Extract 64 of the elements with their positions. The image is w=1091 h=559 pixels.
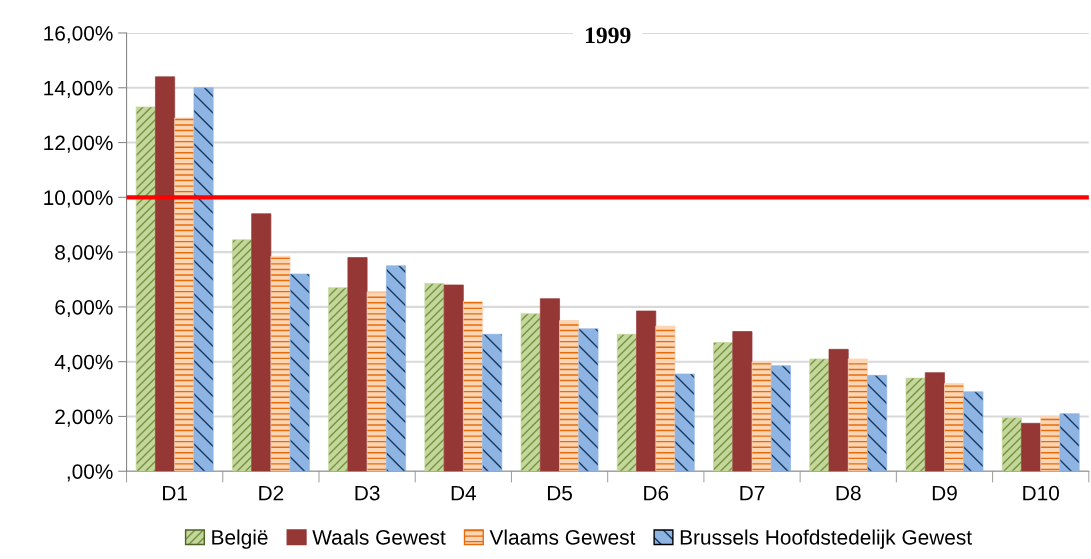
chart-title: 1999 [585, 27, 631, 44]
legend-label: België [212, 529, 268, 549]
x-tick-label: D7 [740, 485, 765, 501]
bar [328, 287, 349, 472]
bar [713, 342, 734, 472]
bar [809, 358, 830, 472]
x-tick-label: D4 [451, 485, 477, 501]
bar [232, 239, 252, 472]
bar [578, 328, 599, 472]
bar [1001, 417, 1022, 472]
bar [616, 333, 637, 472]
bar [135, 106, 156, 472]
y-tick-label: 14,00% [44, 80, 113, 98]
legend-label: Vlaams Gewest [489, 529, 636, 545]
y-tick-label: 2,00% [55, 409, 113, 427]
bar [1059, 413, 1080, 472]
bar [520, 313, 541, 472]
bar [751, 361, 772, 472]
bar [482, 333, 503, 472]
bar [1021, 422, 1042, 472]
y-tick-label: 10,00% [44, 190, 113, 208]
bar [155, 76, 176, 472]
bar [386, 265, 406, 472]
bar [867, 375, 888, 472]
bar [924, 372, 945, 472]
bar [251, 213, 272, 472]
bar [828, 349, 849, 472]
legend-label: Waals Gewest [312, 529, 446, 545]
x-tick-label: D2 [259, 485, 284, 501]
y-tick-label: 8,00% [55, 245, 113, 263]
bar [905, 377, 926, 472]
x-tick-label: D6 [644, 485, 669, 501]
x-tick-label: D8 [836, 485, 861, 501]
x-tick-label: D1 [163, 485, 187, 501]
y-tick-label: 16,00% [44, 25, 113, 44]
bar [559, 320, 580, 472]
bar [424, 283, 445, 472]
bar [366, 291, 387, 472]
y-tick-label: 12,00% [44, 135, 113, 153]
bar [1040, 416, 1061, 472]
bar [289, 273, 310, 472]
bar [539, 298, 560, 472]
bar [732, 331, 753, 472]
y-tick-label: ,00% [67, 464, 113, 482]
x-tick-label: D3 [355, 485, 380, 501]
x-tick-label: D9 [932, 485, 957, 501]
bar [636, 310, 657, 472]
x-tick-label: D10 [1023, 485, 1059, 501]
legend-label: Brussels Hoofdstedelijk Gewest [680, 529, 972, 549]
bar [963, 391, 984, 472]
bar [463, 301, 483, 472]
bar [655, 325, 676, 472]
bar [770, 365, 791, 472]
bar [847, 358, 868, 472]
bar [944, 383, 965, 472]
bar [174, 117, 195, 472]
y-tick-label: 6,00% [55, 299, 113, 318]
x-tick-label: D5 [547, 485, 573, 501]
y-tick-label: 4,00% [54, 354, 113, 372]
bar [674, 373, 695, 472]
bar [270, 255, 291, 472]
bar [347, 257, 368, 472]
bar [443, 284, 464, 472]
bar [193, 87, 214, 472]
